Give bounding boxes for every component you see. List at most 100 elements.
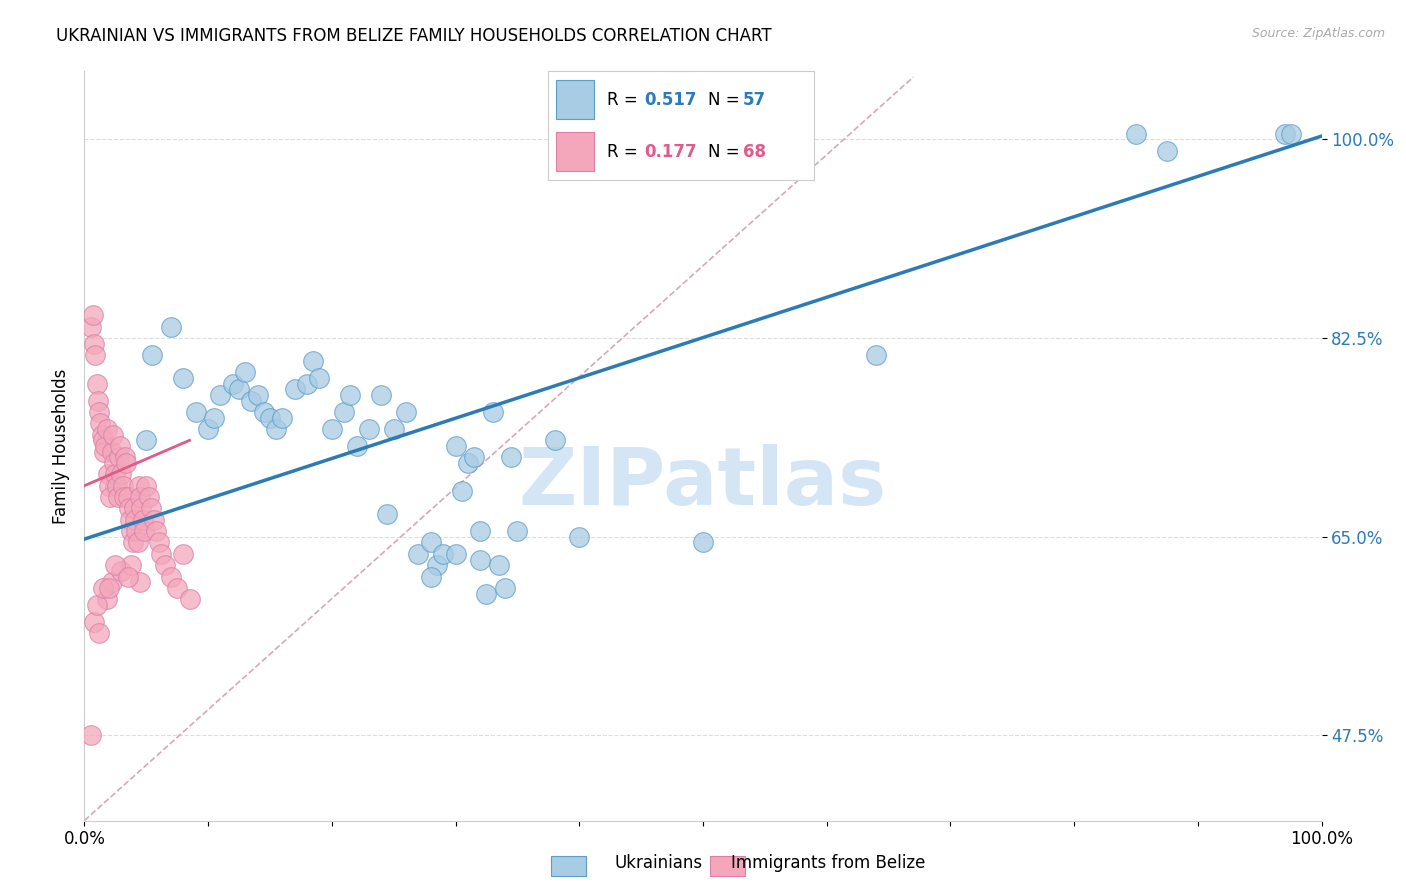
Point xyxy=(148,535,170,549)
Text: Immigrants from Belize: Immigrants from Belize xyxy=(731,855,925,872)
Point xyxy=(543,434,565,448)
Point xyxy=(110,564,132,578)
Point xyxy=(346,439,368,453)
Point xyxy=(302,354,325,368)
Text: Ukrainians: Ukrainians xyxy=(614,855,703,872)
Point xyxy=(419,535,441,549)
Point xyxy=(506,524,529,538)
Point xyxy=(98,581,121,595)
Point xyxy=(228,382,250,396)
Point xyxy=(101,427,124,442)
Point xyxy=(107,490,129,504)
Point xyxy=(87,393,110,408)
Point xyxy=(114,450,136,465)
Point xyxy=(209,388,232,402)
Point xyxy=(118,501,141,516)
Point xyxy=(150,547,173,561)
Point xyxy=(197,422,219,436)
Point xyxy=(475,586,498,600)
Point xyxy=(108,450,131,465)
Point xyxy=(104,479,127,493)
Point xyxy=(135,479,157,493)
Point xyxy=(444,439,467,453)
Point xyxy=(120,513,142,527)
Point xyxy=(110,439,132,453)
Point xyxy=(370,388,392,402)
Point xyxy=(488,558,510,573)
Point xyxy=(131,513,153,527)
Point xyxy=(382,422,405,436)
Point xyxy=(233,365,256,379)
Point xyxy=(93,444,115,458)
Point xyxy=(138,490,160,504)
Point xyxy=(89,626,111,640)
Point xyxy=(501,450,523,465)
Point xyxy=(222,376,245,391)
Point xyxy=(184,405,207,419)
Point xyxy=(86,598,108,612)
Point xyxy=(100,575,122,590)
Point xyxy=(117,569,139,583)
Point xyxy=(333,405,356,419)
Point xyxy=(494,581,516,595)
Point xyxy=(1156,144,1178,158)
Point xyxy=(124,513,146,527)
Point xyxy=(481,405,503,419)
Point xyxy=(246,388,269,402)
Point xyxy=(568,530,591,544)
Point xyxy=(463,450,485,465)
Y-axis label: Family Households: Family Households xyxy=(52,368,70,524)
Point xyxy=(121,535,143,549)
Point xyxy=(470,524,492,538)
Point xyxy=(470,552,492,566)
Point xyxy=(395,405,418,419)
Point xyxy=(104,467,127,482)
Point xyxy=(339,388,361,402)
Point xyxy=(145,524,167,538)
Point xyxy=(172,371,194,385)
Point xyxy=(321,422,343,436)
Point xyxy=(125,524,148,538)
Point xyxy=(122,501,145,516)
Point xyxy=(120,524,142,538)
Point xyxy=(79,319,101,334)
Point xyxy=(111,479,134,493)
Point xyxy=(79,729,101,743)
Point xyxy=(135,434,157,448)
Point xyxy=(128,479,150,493)
Point xyxy=(129,490,152,504)
Point xyxy=(419,569,441,583)
Point xyxy=(432,547,454,561)
Point xyxy=(103,456,125,470)
Point xyxy=(94,439,117,453)
Point xyxy=(98,479,121,493)
Point xyxy=(83,615,105,629)
Point xyxy=(160,319,183,334)
Point xyxy=(104,558,127,573)
Point xyxy=(89,417,111,431)
Point xyxy=(117,490,139,504)
Point xyxy=(91,434,114,448)
Point xyxy=(240,393,263,408)
Point xyxy=(153,558,176,573)
Point xyxy=(110,467,132,482)
Point xyxy=(86,376,108,391)
Point xyxy=(377,507,399,521)
Point xyxy=(132,524,155,538)
Point xyxy=(426,558,449,573)
Point xyxy=(83,336,105,351)
Point xyxy=(408,547,430,561)
Point xyxy=(259,410,281,425)
Point xyxy=(1125,127,1147,141)
Point xyxy=(1279,127,1302,141)
Point xyxy=(457,456,479,470)
Point xyxy=(166,581,188,595)
Point xyxy=(96,592,118,607)
Point xyxy=(84,348,107,362)
Point xyxy=(271,410,294,425)
Text: Source: ZipAtlas.com: Source: ZipAtlas.com xyxy=(1251,27,1385,40)
Text: ZIPatlas: ZIPatlas xyxy=(519,444,887,523)
Point xyxy=(127,535,149,549)
Point xyxy=(129,575,152,590)
FancyBboxPatch shape xyxy=(551,856,586,876)
